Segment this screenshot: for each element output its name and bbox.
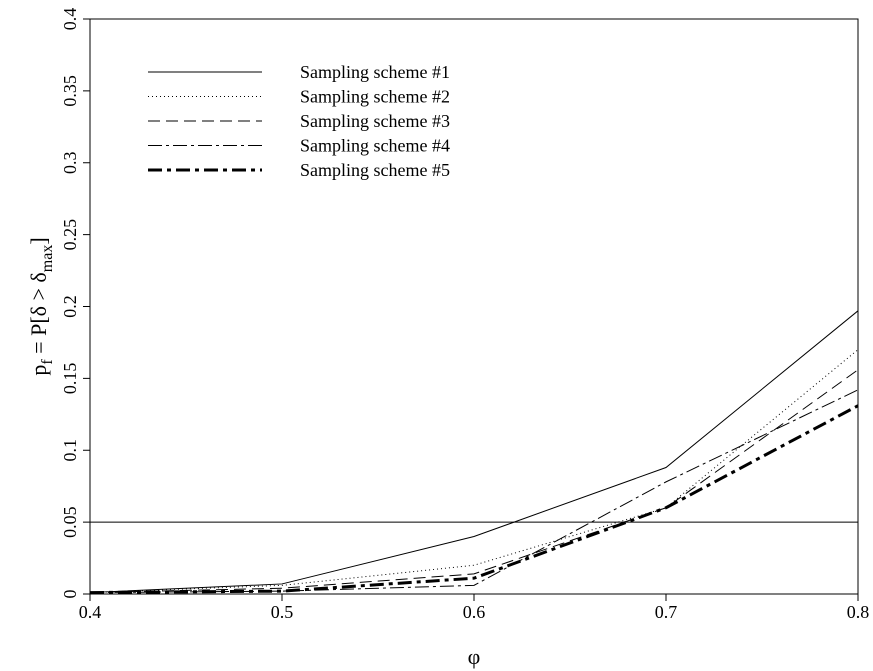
y-tick-label: 0.05: [60, 506, 80, 538]
y-tick-label: 0.35: [60, 75, 80, 107]
legend-label: Sampling scheme #3: [300, 111, 450, 131]
y-label-part: f: [39, 359, 56, 365]
y-tick-label: 0.25: [60, 219, 80, 251]
y-tick-label: 0.15: [60, 363, 80, 395]
x-axis-label: φ: [468, 644, 481, 669]
legend-label: Sampling scheme #4: [300, 136, 450, 156]
legend-label: Sampling scheme #1: [300, 62, 450, 82]
y-tick-label: 0.2: [60, 295, 80, 318]
x-tick-label: 0.7: [655, 602, 678, 622]
y-tick-label: 0.3: [60, 152, 80, 175]
x-tick-label: 0.5: [271, 602, 294, 622]
legend-label: Sampling scheme #5: [300, 160, 450, 180]
series-line: [89, 349, 859, 594]
y-label-part: = P[δ > δ: [26, 272, 51, 359]
y-tick-label: 0: [60, 590, 80, 599]
series-line: [89, 310, 859, 594]
x-tick-label: 0.6: [463, 602, 486, 622]
y-axis-label: pf = P[δ > δmax]: [26, 237, 56, 375]
series-line: [89, 389, 859, 594]
legend-label: Sampling scheme #2: [300, 87, 450, 107]
series-line: [89, 369, 859, 594]
series-line: [89, 404, 859, 595]
y-label-part: max: [39, 245, 56, 273]
y-label-part: ]: [26, 237, 51, 244]
plot-frame: [89, 18, 859, 595]
x-tick-label: 0.8: [847, 602, 870, 622]
y-tick-label: 0.1: [60, 439, 80, 462]
y-tick-label: 0.4: [60, 8, 80, 31]
x-tick-label: 0.4: [79, 602, 102, 622]
y-label-part: p: [26, 365, 51, 376]
